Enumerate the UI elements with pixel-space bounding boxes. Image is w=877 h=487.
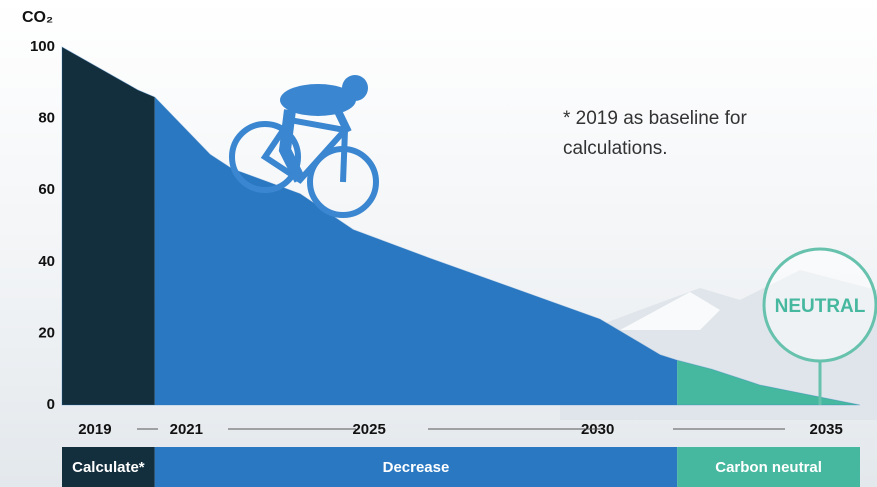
page: CO₂ 02040608010020192021202520302035Calc… xyxy=(0,0,877,487)
y-tick-label: 20 xyxy=(38,324,55,341)
chart: CO₂ 02040608010020192021202520302035Calc… xyxy=(0,0,877,487)
x-tick-label: 2019 xyxy=(78,421,111,438)
y-tick-label: 100 xyxy=(30,38,55,55)
phase-area xyxy=(62,47,155,405)
note: * 2019 as baseline for calculations. xyxy=(563,104,778,164)
x-tick-label: 2021 xyxy=(170,421,203,438)
phase-label: Calculate* xyxy=(72,459,145,476)
y-tick-label: 40 xyxy=(38,253,55,270)
y-axis-label: CO₂ xyxy=(22,9,53,26)
y-tick-label: 60 xyxy=(38,181,55,198)
x-tick-label: 2025 xyxy=(352,421,385,438)
y-tick-label: 80 xyxy=(38,110,55,127)
phase-label: Carbon neutral xyxy=(715,459,822,476)
phase-label: Decrease xyxy=(383,459,450,476)
badge-text: NEUTRAL xyxy=(775,296,866,317)
x-tick-label: 2035 xyxy=(809,421,842,438)
y-tick-label: 0 xyxy=(47,396,55,413)
